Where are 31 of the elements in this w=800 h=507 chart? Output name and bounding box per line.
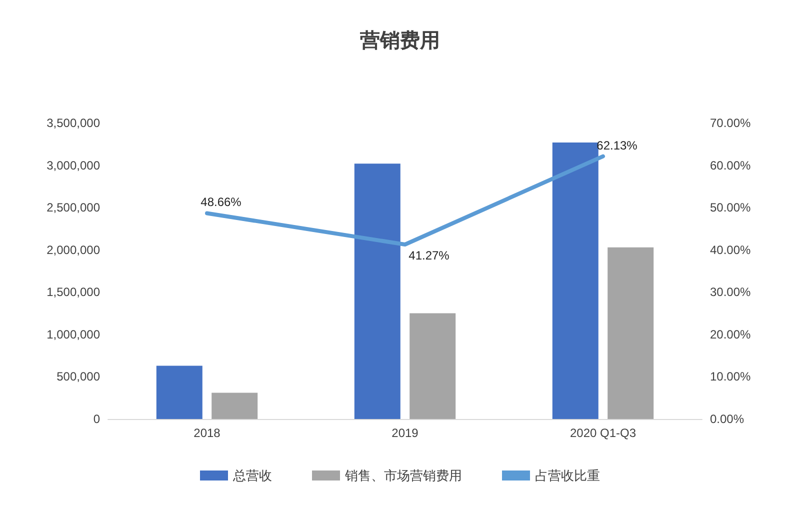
legend-label: 总营收 (232, 468, 272, 483)
y2-tick-label: 40.00% (710, 242, 752, 257)
y-tick-label: 0 (93, 412, 100, 426)
bar (156, 366, 202, 419)
bar (552, 142, 598, 419)
bar (410, 313, 456, 419)
bar (354, 164, 400, 419)
y2-tick-label: 70.00% (710, 116, 752, 130)
x-tick-label: 2018 (194, 426, 221, 440)
y2-tick-label: 10.00% (710, 370, 752, 384)
x-tick-label: 2020 Q1-Q3 (570, 426, 636, 440)
y2-tick-label: 20.00% (710, 327, 752, 342)
data-label: 41.27% (408, 248, 450, 262)
y-tick-label: 2,000,000 (46, 242, 100, 257)
legend-label: 占营收比重 (535, 468, 600, 483)
y2-tick-label: 60.00% (710, 158, 752, 172)
bar (212, 392, 258, 419)
y2-tick-label: 30.00% (710, 285, 752, 300)
y-tick-label: 2,500,000 (46, 200, 100, 215)
bar (608, 247, 654, 419)
legend-label: 销售、市场营销费用 (344, 468, 462, 483)
data-label: 48.66% (200, 195, 242, 210)
chart-title: 营销费用 (359, 30, 440, 52)
y2-tick-label: 0.00% (710, 412, 744, 426)
y2-tick-label: 50.00% (710, 200, 752, 215)
y-tick-label: 3,500,000 (46, 116, 100, 130)
y-tick-label: 1,000,000 (46, 327, 100, 342)
y-tick-label: 1,500,000 (46, 285, 100, 300)
y-tick-label: 500,000 (56, 370, 100, 384)
x-tick-label: 2019 (392, 426, 419, 440)
y-tick-label: 3,000,000 (46, 158, 100, 172)
